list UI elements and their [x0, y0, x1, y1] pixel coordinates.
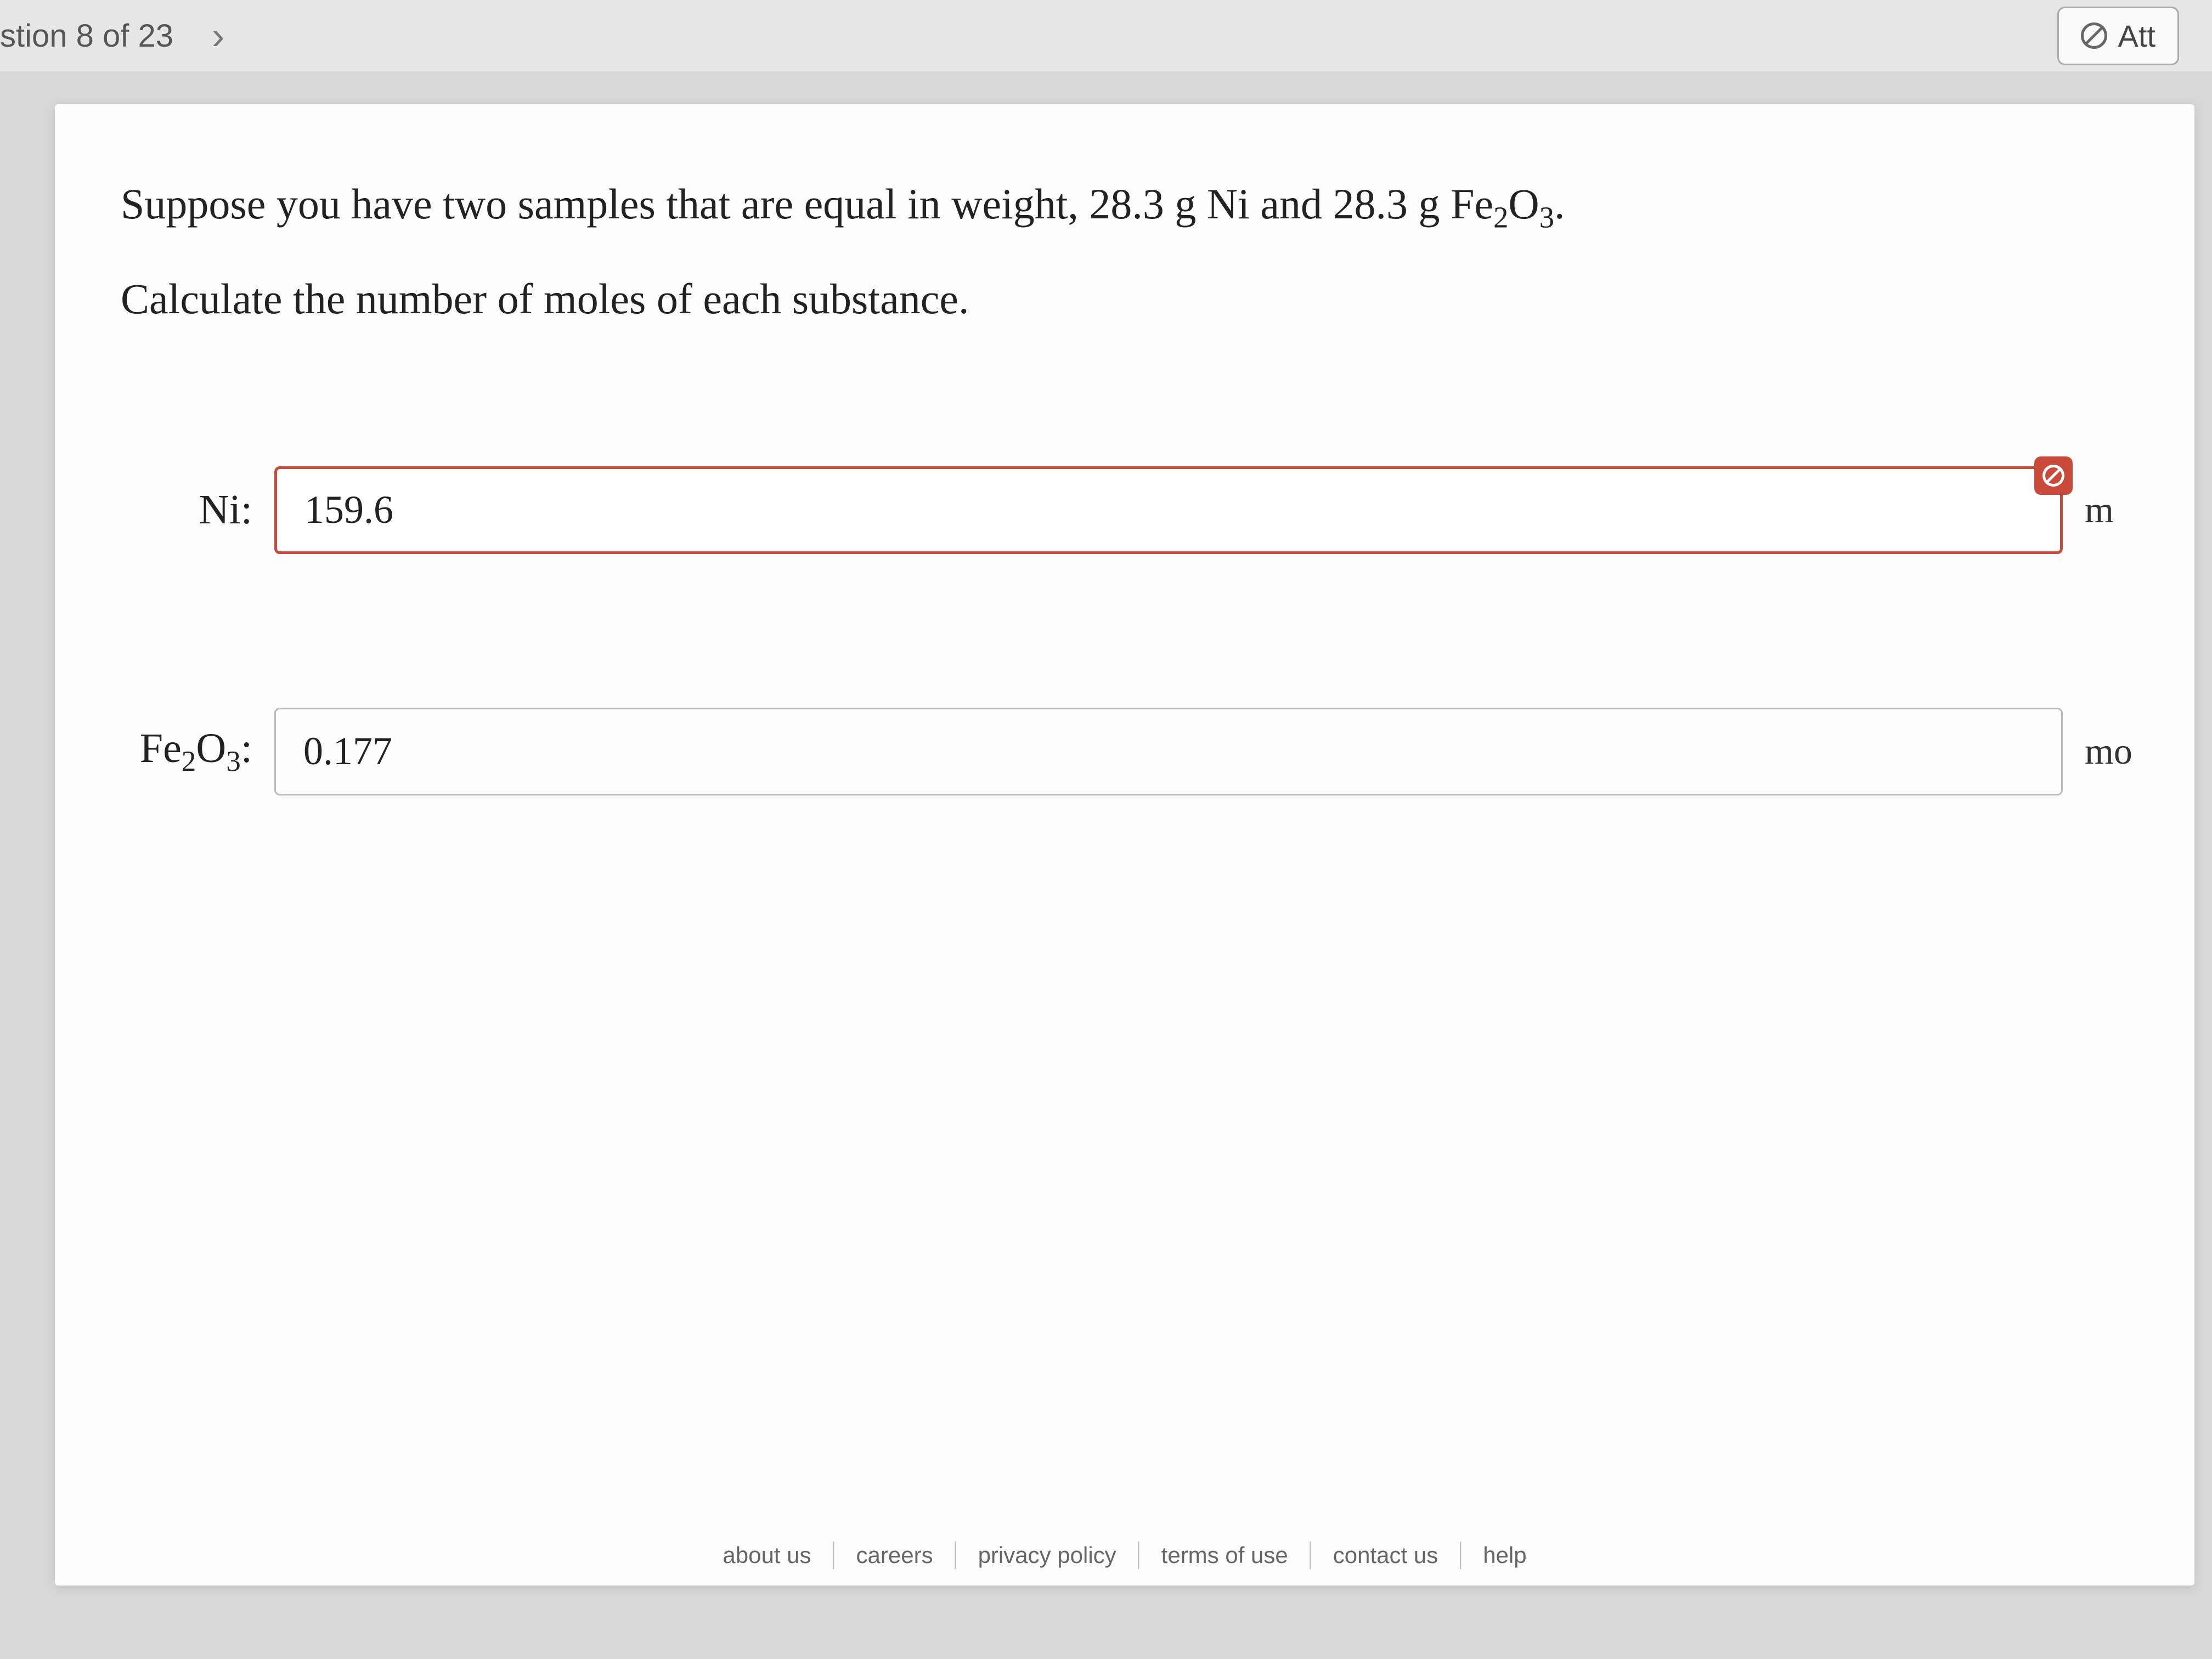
answer-input-wrap-ni [274, 466, 2063, 554]
question-text-pre: Suppose you have two samples that are eq… [121, 180, 1451, 228]
error-badge [2034, 456, 2073, 495]
no-entry-icon [2081, 22, 2107, 49]
unit-fe2o3: mo [2063, 730, 2129, 773]
footer-link-help[interactable]: help [1461, 1542, 1548, 1568]
top-bar: stion 8 of 23 › Att [0, 0, 2212, 71]
footer-link-terms[interactable]: terms of use [1139, 1542, 1310, 1568]
answer-row-ni: Ni: m [121, 466, 2129, 554]
answer-row-fe2o3: Fe2O3: mo [121, 708, 2129, 795]
top-bar-left: stion 8 of 23 › [0, 14, 235, 58]
answer-label-ni: Ni: [121, 486, 274, 534]
next-question-arrow[interactable]: › [201, 14, 235, 58]
unit-ni: m [2063, 488, 2129, 532]
footer-link-about[interactable]: about us [701, 1542, 833, 1568]
answer-input-wrap-fe2o3 [274, 708, 2063, 795]
attempts-button[interactable]: Att [2057, 7, 2179, 65]
question-counter: stion 8 of 23 [0, 18, 173, 54]
question-text-post: . [1554, 180, 1565, 228]
answer-block: Ni: m Fe2O3: mo [121, 466, 2129, 795]
answer-input-fe2o3[interactable] [274, 708, 2063, 795]
error-icon [2042, 465, 2064, 487]
answer-label-fe2o3: Fe2O3: [121, 725, 274, 778]
footer-link-privacy[interactable]: privacy policy [956, 1542, 1138, 1568]
question-line-2: Calculate the number of moles of each su… [121, 274, 2129, 324]
footer-link-careers[interactable]: careers [834, 1542, 955, 1568]
question-card: Suppose you have two samples that are eq… [55, 104, 2194, 1585]
answer-input-ni[interactable] [274, 466, 2063, 554]
attempts-label: Att [2118, 18, 2155, 54]
question-line-1: Suppose you have two samples that are eq… [121, 170, 2129, 241]
compound-fe2o3: Fe2O3 [1451, 180, 1554, 228]
footer-links: about us careers privacy policy terms of… [701, 1542, 1548, 1569]
footer-link-contact[interactable]: contact us [1311, 1542, 1460, 1568]
